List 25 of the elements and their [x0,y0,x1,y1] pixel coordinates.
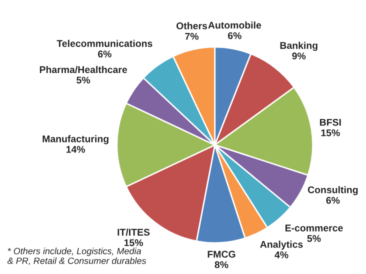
slice-label: Pharma/Healthcare [40,66,128,74]
slice-label: FMCG [208,250,236,258]
data-label: 8% [214,261,228,268]
data-label: 14% [66,146,86,153]
data-label: 15% [124,239,143,246]
slice-label: Telecommunications [56,40,152,47]
text: * Others include, Logistics, Media & PR, Retail & Consumer durables [7,248,146,266]
data-label: 6% [98,50,112,58]
data-label: 4% [274,251,288,258]
slice-label: Analytics [260,240,303,250]
slice-label: IT/ITES [118,228,150,236]
data-label: 6% [228,32,242,40]
data-label: 5% [307,235,321,242]
slice-label: BFSI [320,118,341,126]
data-label: 6% [326,196,340,204]
slice-label: Manufacturing [42,135,108,144]
data-label: 15% [321,129,340,136]
slice-label: Automobile [208,21,262,29]
slice-label: Banking [280,42,318,51]
slice-label: E-commerce [285,224,343,232]
slice-label: Consulting [308,186,358,196]
slice-label: Others [176,22,208,30]
data-label: 5% [76,76,90,84]
data-label: 9% [292,52,306,60]
data-label: 7% [185,32,199,40]
